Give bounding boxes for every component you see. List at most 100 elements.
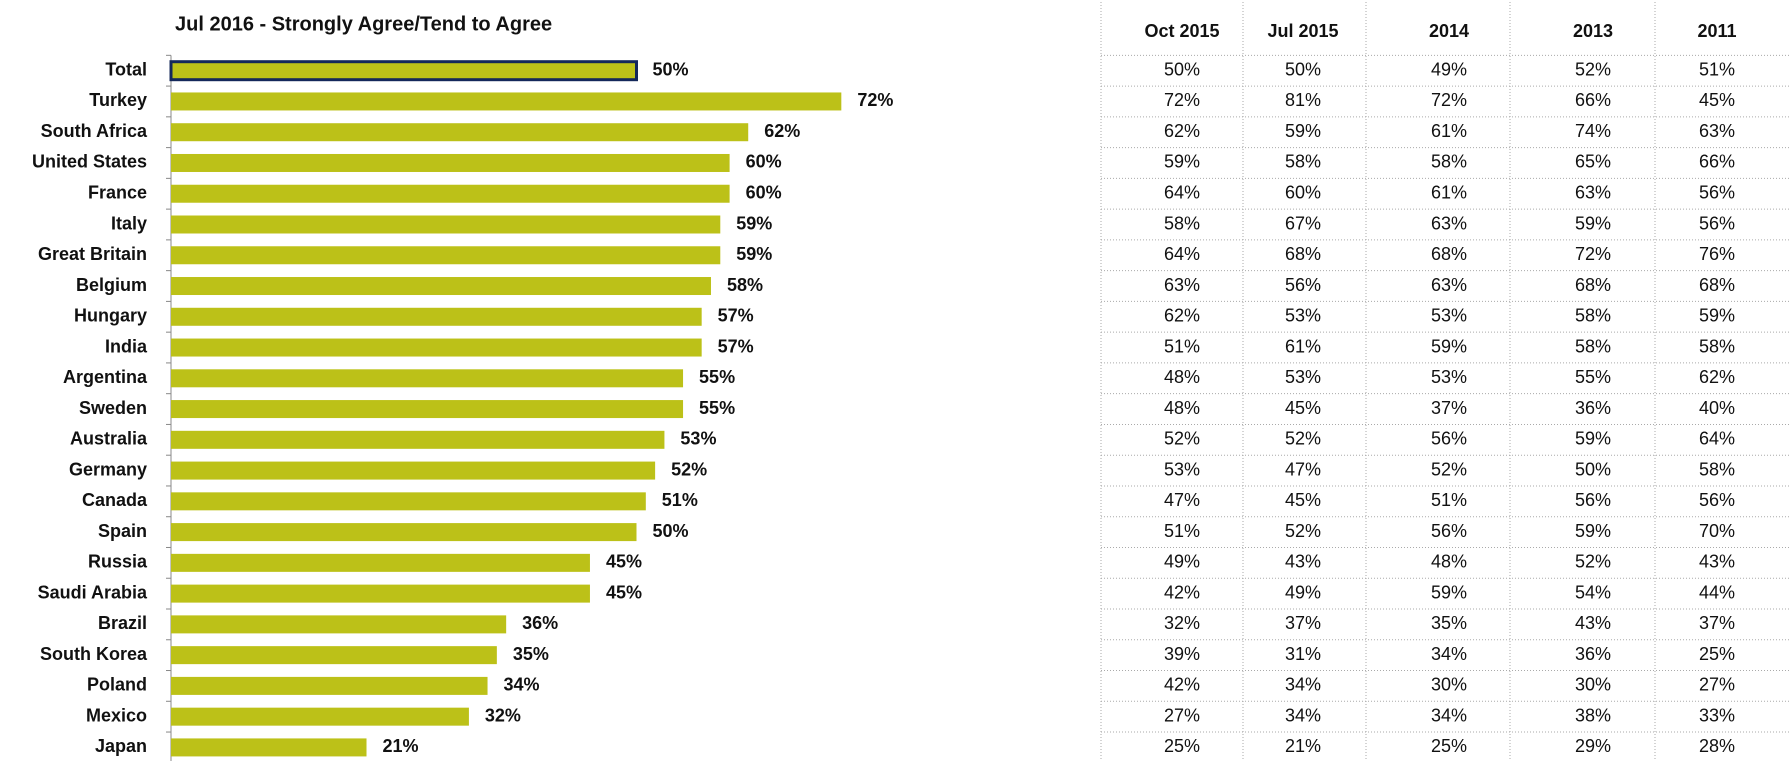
table-cell: 53%	[1285, 306, 1321, 326]
value-label: 35%	[513, 644, 549, 664]
category-label: United States	[32, 152, 147, 172]
table-cell: 58%	[1699, 336, 1735, 356]
table-cell: 27%	[1164, 705, 1200, 725]
category-label: Belgium	[76, 275, 147, 295]
bar	[171, 92, 842, 111]
table-cell: 35%	[1431, 613, 1467, 633]
table-cell: 49%	[1285, 582, 1321, 602]
table-cell: 33%	[1699, 705, 1735, 725]
table-cell: 53%	[1431, 367, 1467, 387]
table-cell: 45%	[1285, 398, 1321, 418]
value-label: 57%	[718, 336, 754, 356]
category-label: Mexico	[86, 705, 147, 725]
table-cell: 34%	[1431, 705, 1467, 725]
value-label: 45%	[606, 582, 642, 602]
bar	[171, 215, 721, 234]
bar	[171, 430, 665, 449]
table-cell: 68%	[1431, 244, 1467, 264]
table-cell: 59%	[1431, 582, 1467, 602]
table-cell: 56%	[1575, 490, 1611, 510]
bar	[171, 584, 590, 603]
table-cell: 50%	[1575, 459, 1611, 479]
table-cell: 56%	[1699, 490, 1735, 510]
table-cell: 29%	[1575, 736, 1611, 756]
table-cell: 37%	[1285, 613, 1321, 633]
bar	[171, 369, 684, 388]
table-cell: 63%	[1164, 275, 1200, 295]
table-cell: 56%	[1431, 521, 1467, 541]
table-cell: 47%	[1285, 459, 1321, 479]
value-label: 55%	[699, 367, 735, 387]
table-cell: 68%	[1699, 275, 1735, 295]
value-label: 53%	[680, 429, 716, 449]
table-cell: 56%	[1431, 429, 1467, 449]
table-cell: 27%	[1699, 675, 1735, 695]
table-cell: 58%	[1575, 336, 1611, 356]
table-cell: 53%	[1164, 459, 1200, 479]
table-cell: 59%	[1575, 213, 1611, 233]
category-label: Total	[105, 59, 147, 79]
category-label: Sweden	[79, 398, 147, 418]
table-cell: 68%	[1575, 275, 1611, 295]
table-cell: 59%	[1164, 152, 1200, 172]
table-cell: 52%	[1575, 552, 1611, 572]
table-cell: 68%	[1285, 244, 1321, 264]
table-cell: 61%	[1431, 121, 1467, 141]
value-label: 72%	[857, 90, 893, 110]
table-cell: 66%	[1575, 90, 1611, 110]
table-cell: 63%	[1431, 275, 1467, 295]
bar	[171, 676, 488, 695]
table-cell: 76%	[1699, 244, 1735, 264]
bar	[171, 400, 684, 419]
table-cell: 52%	[1431, 459, 1467, 479]
value-label: 36%	[522, 613, 558, 633]
table-cell: 52%	[1575, 59, 1611, 79]
table-cell: 50%	[1285, 59, 1321, 79]
table-cell: 51%	[1164, 521, 1200, 541]
category-label: Saudi Arabia	[38, 582, 148, 602]
category-label: Australia	[70, 429, 148, 449]
table-cell: 43%	[1699, 552, 1735, 572]
bar	[171, 461, 656, 480]
value-label: 32%	[485, 705, 521, 725]
table-cell: 56%	[1285, 275, 1321, 295]
table-cell: 42%	[1164, 675, 1200, 695]
table-cell: 36%	[1575, 398, 1611, 418]
table-cell: 47%	[1164, 490, 1200, 510]
table-cell: 59%	[1575, 521, 1611, 541]
table-cell: 49%	[1164, 552, 1200, 572]
table-cell: 52%	[1164, 429, 1200, 449]
table-cell: 58%	[1575, 306, 1611, 326]
category-label: South Africa	[41, 121, 148, 141]
chart-title: Jul 2016 - Strongly Agree/Tend to Agree	[175, 13, 552, 35]
table-cell: 64%	[1699, 429, 1735, 449]
value-label: 55%	[699, 398, 735, 418]
table-cell: 65%	[1575, 152, 1611, 172]
table-cell: 45%	[1285, 490, 1321, 510]
table-cell: 36%	[1575, 644, 1611, 664]
category-label: Poland	[87, 675, 147, 695]
table-cell: 81%	[1285, 90, 1321, 110]
value-label: 50%	[653, 59, 689, 79]
table-cell: 53%	[1285, 367, 1321, 387]
table-cell: 74%	[1575, 121, 1611, 141]
bar	[171, 523, 637, 542]
category-label: Japan	[95, 736, 147, 756]
table-cell: 21%	[1285, 736, 1321, 756]
table-cell: 45%	[1699, 90, 1735, 110]
table-cell: 51%	[1431, 490, 1467, 510]
table-cell: 44%	[1699, 582, 1735, 602]
value-label: 57%	[718, 306, 754, 326]
value-label: 62%	[764, 121, 800, 141]
table-cell: 43%	[1575, 613, 1611, 633]
table-cell: 25%	[1164, 736, 1200, 756]
value-label: 34%	[504, 675, 540, 695]
category-label: Germany	[69, 459, 147, 479]
table-cell: 25%	[1699, 644, 1735, 664]
table-cell: 32%	[1164, 613, 1200, 633]
table-cell: 72%	[1431, 90, 1467, 110]
table-cell: 51%	[1164, 336, 1200, 356]
bar	[171, 338, 702, 357]
value-label: 59%	[736, 244, 772, 264]
table-cell: 42%	[1164, 582, 1200, 602]
